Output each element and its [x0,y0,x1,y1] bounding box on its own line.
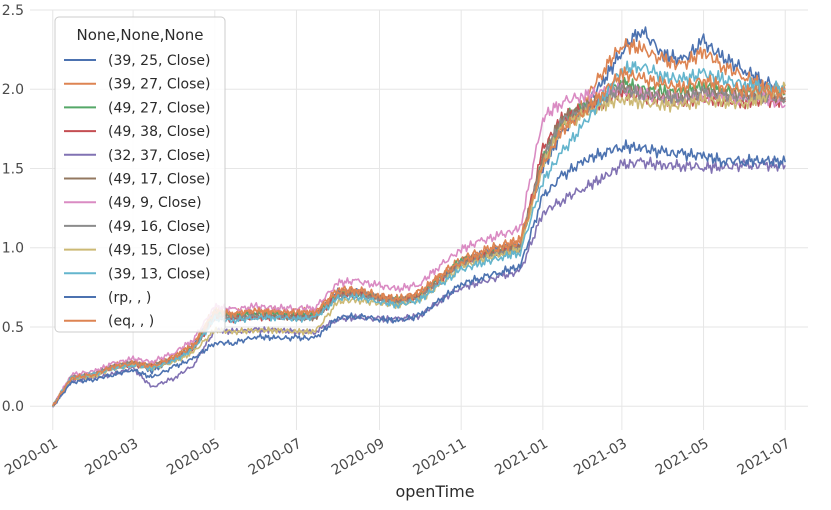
legend-entry[interactable]: (32, 37, Close) [108,148,211,164]
legend[interactable]: None,None,None (39, 25, Close) (39, 27, C… [54,16,226,333]
x-axis-label: openTime [395,482,474,501]
y-tick-label: 2.0 [2,82,24,98]
y-tick-label: 1.0 [2,241,24,257]
legend-entry[interactable]: (39, 25, Close) [108,53,211,69]
legend-entry[interactable]: (rp, , ) [108,290,151,306]
legend-entry[interactable]: (49, 15, Close) [108,243,211,259]
x-tick-label: 2020-07 [246,436,305,479]
x-tick-label: 2020-03 [82,436,141,479]
x-tick-label: 2021-05 [653,436,712,479]
legend-entry[interactable]: (39, 27, Close) [108,77,211,93]
x-tick-label: 2021-07 [735,436,794,479]
grid [30,9,808,430]
series-line [52,82,786,408]
series-line [52,139,786,406]
x-tick-label: 2020-11 [411,436,470,479]
x-tick-label: 2021-03 [571,436,630,479]
y-tick-label: 1.5 [2,161,24,177]
legend-entry[interactable]: (49, 27, Close) [108,100,211,116]
legend-entry[interactable]: (49, 9, Close) [108,195,202,211]
legend-entry[interactable]: (49, 16, Close) [108,219,211,235]
x-tick-label: 2020-01 [2,436,61,479]
series-lines [52,26,786,408]
legend-entry[interactable]: (49, 38, Close) [108,124,211,140]
y-tick-label: 0.5 [2,320,24,336]
legend-entry[interactable]: (49, 17, Close) [108,172,211,188]
y-tick-label: 0.0 [2,399,24,415]
legend-entry[interactable]: (eq, , ) [108,314,154,330]
x-tick-label: 2020-05 [164,436,223,479]
series-line [52,66,786,407]
series-line [52,156,786,408]
legend-title: None,None,None [77,26,204,44]
legend-box [54,16,226,333]
y-tick-label: 2.5 [2,3,24,19]
x-tick-label: 2021-01 [492,436,551,479]
x-tick-label: 2020-09 [329,436,388,479]
legend-entry[interactable]: (39, 13, Close) [108,266,211,282]
